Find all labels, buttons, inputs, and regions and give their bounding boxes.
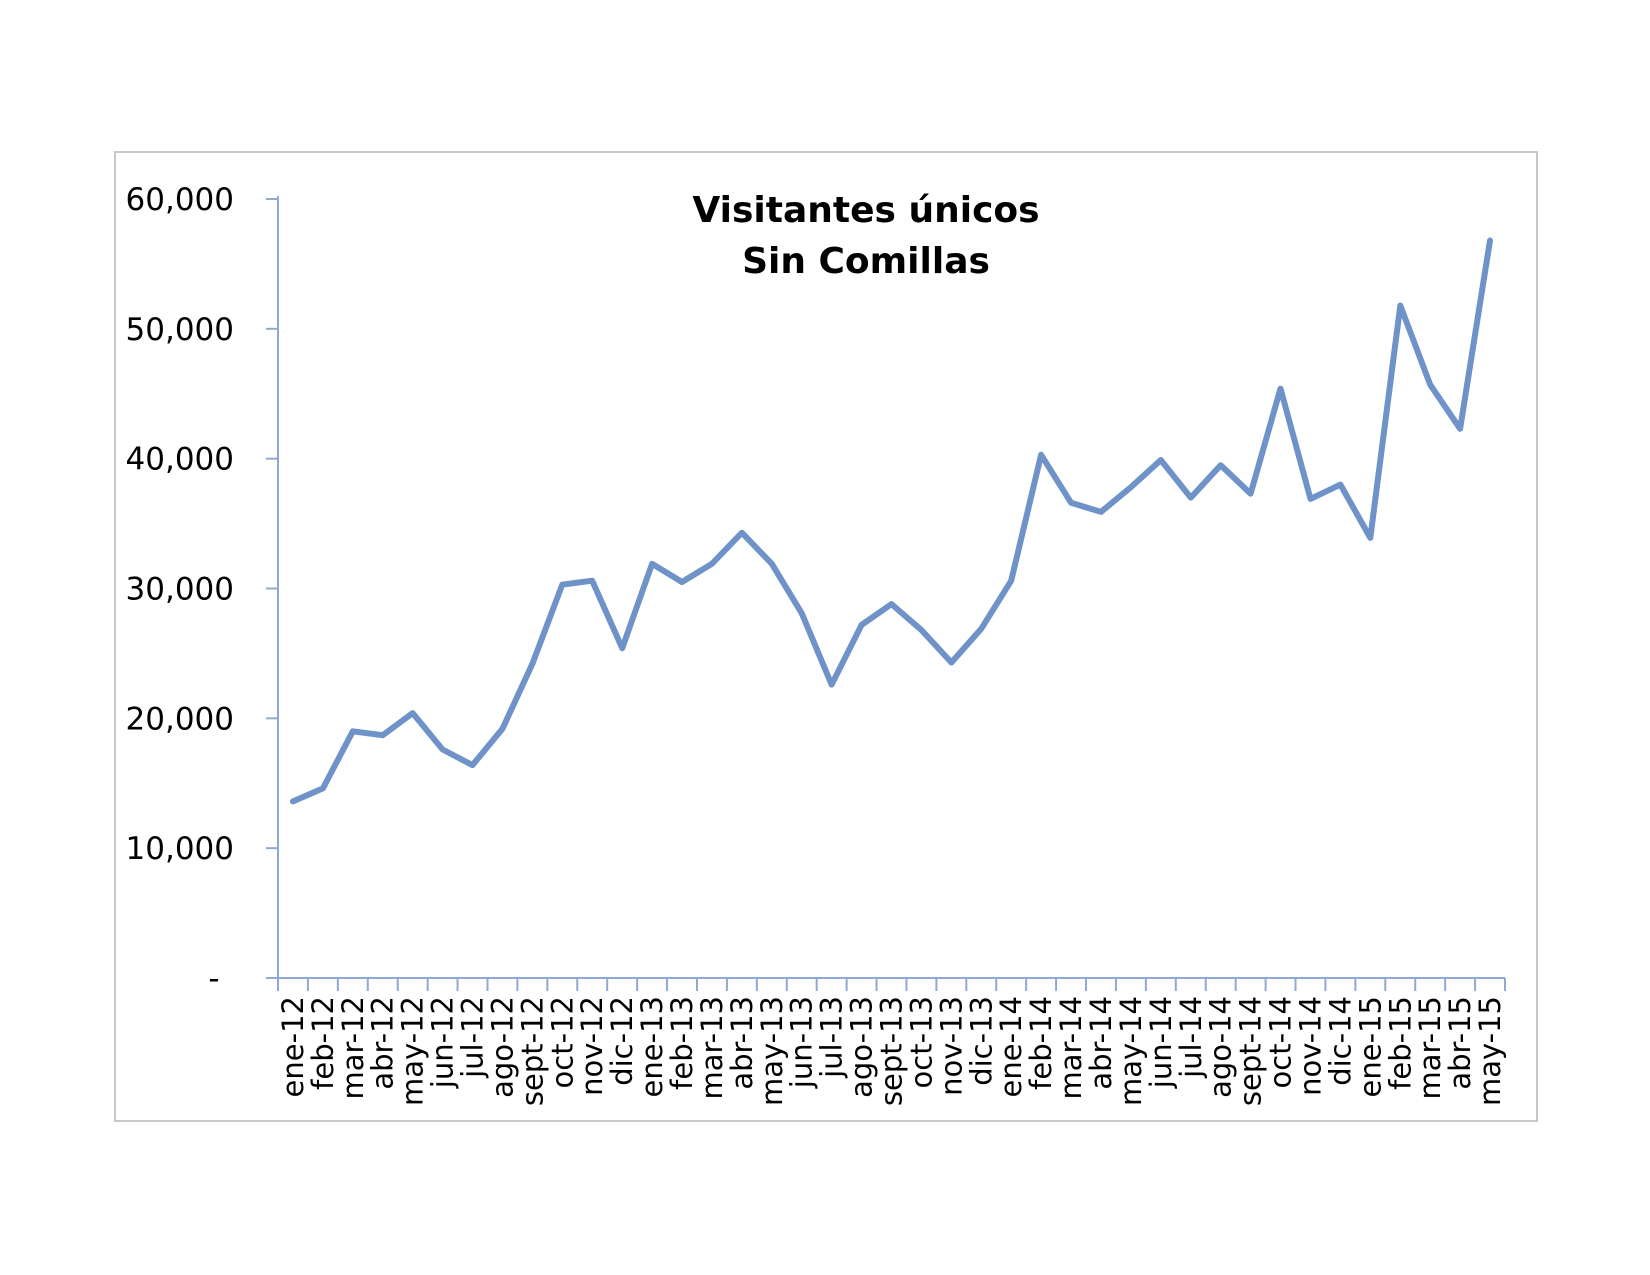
data-point-ene-14 xyxy=(1010,580,1012,582)
x-tick-label: mar-12 xyxy=(336,996,370,1099)
data-point-feb-14 xyxy=(1040,454,1042,456)
x-tick-label: ago-13 xyxy=(845,996,879,1098)
data-point-oct-13 xyxy=(920,629,922,631)
x-tick-label: feb-14 xyxy=(1024,996,1058,1090)
x-tick-label: sept-12 xyxy=(515,996,549,1106)
line-chart: Visitantes únicos Sin Comillas - 10,000 20… xyxy=(126,182,1508,1106)
x-tick-label: oct-13 xyxy=(904,996,938,1088)
x-tick-label: ene-12 xyxy=(276,996,310,1097)
data-point-mar-12 xyxy=(352,730,354,732)
x-tick-label: abr-13 xyxy=(725,996,759,1090)
data-point-may-12 xyxy=(412,712,414,714)
y-tick-labels: - 10,000 20,000 30,000 40,000 50,000 60,000 xyxy=(126,182,234,997)
x-tick-label: sept-14 xyxy=(1234,996,1268,1106)
x-tick-label: jul-14 xyxy=(1174,996,1208,1079)
x-tick-label: jun-13 xyxy=(785,996,819,1089)
series-group xyxy=(290,237,1493,805)
data-point-nov-14 xyxy=(1310,498,1311,500)
data-point-ago-12 xyxy=(502,728,503,730)
data-point-may-14 xyxy=(1130,486,1132,488)
data-point-jul-14 xyxy=(1190,497,1192,499)
data-point-mar-14 xyxy=(1070,502,1072,504)
data-point-jun-13 xyxy=(801,612,803,614)
x-tick-label: jun-12 xyxy=(426,996,460,1089)
chart-title-line-1: Visitantes únicos xyxy=(692,190,1039,231)
data-point-sept-13 xyxy=(891,603,892,605)
x-tick-label: mar-14 xyxy=(1054,996,1088,1099)
data-point-ene-15 xyxy=(1369,537,1371,539)
data-point-sept-12 xyxy=(531,663,533,665)
x-tick-label: feb-12 xyxy=(306,996,340,1090)
data-point-abr-13 xyxy=(741,532,743,534)
x-tick-label: ene-14 xyxy=(994,996,1028,1097)
x-tick-label: mar-13 xyxy=(695,996,729,1099)
data-point-nov-12 xyxy=(591,580,593,582)
y-tick-label: 40,000 xyxy=(126,442,234,478)
data-point-jul-13 xyxy=(831,684,833,686)
x-tick-label: sept-13 xyxy=(875,996,909,1106)
data-point-mar-15 xyxy=(1429,384,1431,386)
y-tick-label: 50,000 xyxy=(126,312,234,348)
data-point-dic-12 xyxy=(621,647,623,649)
data-point-jun-14 xyxy=(1160,459,1162,461)
data-point-ene-12 xyxy=(292,800,294,802)
data-point-may-13 xyxy=(771,563,773,565)
x-tick-label: jul-12 xyxy=(456,996,490,1079)
x-tick-label: may-15 xyxy=(1473,996,1507,1106)
x-tick-label: feb-15 xyxy=(1383,996,1417,1090)
x-tick-label: may-14 xyxy=(1114,996,1148,1106)
data-point-abr-14 xyxy=(1100,511,1102,513)
data-point-may-15 xyxy=(1489,240,1491,241)
data-point-oct-12 xyxy=(561,584,563,586)
data-point-abr-15 xyxy=(1459,428,1461,430)
x-tick-label: ene-15 xyxy=(1353,996,1387,1097)
x-tick-label: ene-13 xyxy=(635,996,669,1097)
x-tick-label: ago-12 xyxy=(485,996,519,1098)
x-tick-label: ago-14 xyxy=(1204,996,1238,1098)
x-tick-label: abr-15 xyxy=(1443,996,1477,1090)
x-tick-label: oct-12 xyxy=(545,996,579,1088)
data-point-feb-15 xyxy=(1399,305,1401,306)
x-tick-label: nov-13 xyxy=(934,996,968,1096)
x-tick-label: dic-12 xyxy=(605,996,639,1086)
x-tick-label: dic-14 xyxy=(1323,996,1357,1086)
x-tick-label: nov-14 xyxy=(1293,996,1327,1096)
data-point-jul-12 xyxy=(472,764,473,766)
data-point-oct-14 xyxy=(1280,388,1281,390)
x-tick-label: may-12 xyxy=(396,996,430,1106)
data-point-ago-13 xyxy=(861,624,863,626)
x-tick-label: abr-14 xyxy=(1084,996,1118,1090)
data-point-dic-14 xyxy=(1339,484,1341,486)
x-tick-label: nov-12 xyxy=(575,996,609,1096)
data-point-dic-13 xyxy=(980,628,982,630)
x-tick-label: mar-15 xyxy=(1413,996,1447,1099)
y-tick-label: 10,000 xyxy=(126,831,234,867)
data-point-sept-14 xyxy=(1250,493,1252,495)
x-tick-label: oct-14 xyxy=(1264,996,1298,1088)
y-tick-label: - xyxy=(208,961,219,997)
x-tick-label: jul-13 xyxy=(815,996,849,1079)
x-tick-labels: ene-12feb-12mar-12abr-12may-12jun-12jul-… xyxy=(276,996,1507,1106)
axes xyxy=(266,196,1506,991)
data-point-feb-13 xyxy=(681,581,683,583)
data-point-mar-13 xyxy=(711,563,713,565)
series-line xyxy=(290,237,1493,805)
x-tick-label: dic-13 xyxy=(964,996,998,1086)
data-point-jun-12 xyxy=(442,749,444,750)
x-tick-label: feb-13 xyxy=(665,996,699,1090)
data-point-abr-12 xyxy=(382,734,384,736)
y-tick-label: 20,000 xyxy=(126,701,234,737)
x-tick-label: may-13 xyxy=(755,996,789,1106)
x-tick-label: abr-12 xyxy=(366,996,400,1090)
chart-frame: Visitantes únicos Sin Comillas - 10,000 20… xyxy=(114,151,1538,1122)
data-point-feb-12 xyxy=(322,787,324,789)
data-point-nov-13 xyxy=(950,662,952,663)
y-tick-label: 30,000 xyxy=(126,572,234,608)
y-tick-label: 60,000 xyxy=(126,182,234,218)
chart-title-line-2: Sin Comillas xyxy=(742,241,990,282)
data-point-ago-14 xyxy=(1220,464,1222,466)
x-tick-label: jun-14 xyxy=(1144,996,1178,1089)
data-point-ene-13 xyxy=(651,563,653,565)
